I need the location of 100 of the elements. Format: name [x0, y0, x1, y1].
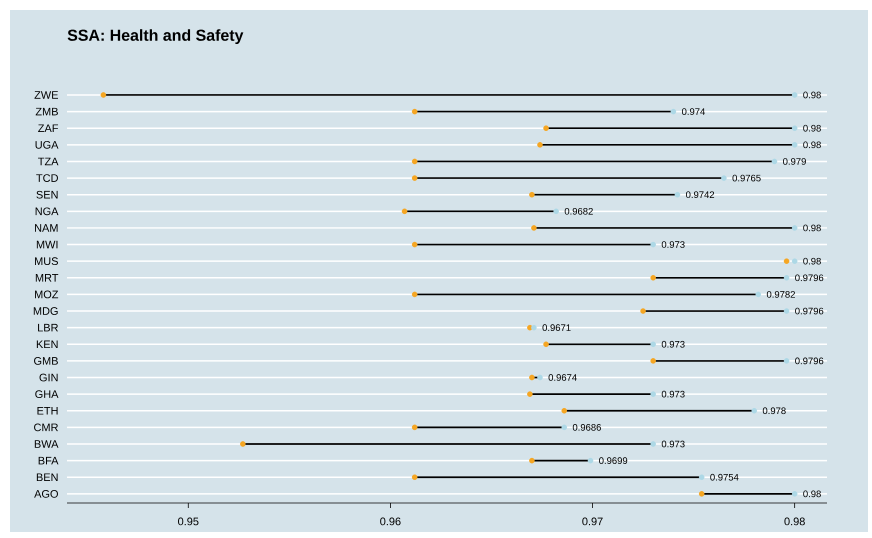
y-tick-label: BFA — [38, 456, 58, 464]
point — [792, 92, 798, 98]
point — [670, 108, 676, 114]
point — [412, 424, 418, 430]
data-label: 0.9796 — [795, 358, 824, 364]
point — [698, 474, 704, 480]
data-label: 0.9686 — [572, 424, 601, 431]
y-tick-label: UGA — [36, 140, 58, 149]
y-tick-label: LBR — [38, 324, 58, 332]
y-tick-label: BEN — [36, 473, 58, 482]
point — [402, 208, 408, 214]
point — [588, 458, 594, 464]
point — [412, 474, 418, 480]
data-label: 0.9765 — [732, 174, 761, 182]
point — [561, 424, 568, 430]
data-label: 0.98 — [803, 224, 821, 232]
y-tick-label: TCD — [36, 174, 58, 182]
data-label: 0.9671 — [542, 324, 571, 332]
point — [412, 292, 418, 298]
data-label: 0.973 — [662, 241, 685, 248]
data-label: 0.98 — [803, 490, 821, 498]
y-tick-label: GIN — [40, 374, 58, 382]
y-tick-label: GHA — [35, 390, 58, 398]
y-tick-label: TZA — [38, 158, 58, 166]
y-tick-label: ZAF — [38, 124, 58, 132]
point — [412, 108, 418, 114]
data-label: 0.98 — [803, 92, 821, 98]
y-tick-label: MUS — [35, 257, 58, 266]
point — [537, 374, 543, 380]
y-tick-label: MWI — [36, 240, 58, 248]
x-tick-label: 0.95 — [178, 518, 198, 526]
y-tick-label: SEN — [36, 190, 58, 199]
data-label: 0.98 — [803, 141, 821, 148]
point — [561, 408, 568, 414]
point — [792, 491, 798, 497]
point — [650, 275, 656, 281]
point — [792, 142, 798, 148]
y-tick-label: CMR — [34, 424, 58, 432]
point — [751, 408, 758, 414]
data-label: 0.9699 — [599, 457, 628, 464]
point — [792, 125, 798, 132]
point — [784, 358, 790, 364]
point — [240, 441, 246, 447]
data-label: 0.9742 — [686, 191, 714, 198]
point — [529, 374, 535, 380]
y-tick-label: MOZ — [35, 290, 58, 298]
data-label: 0.974 — [682, 108, 705, 115]
point — [640, 308, 646, 314]
y-tick-label: NAM — [35, 224, 58, 232]
point — [529, 192, 535, 198]
point — [784, 275, 790, 281]
point — [531, 324, 537, 330]
point — [531, 225, 537, 231]
point — [792, 225, 798, 231]
y-tick-label: KEN — [36, 340, 58, 348]
y-tick-label: MDG — [34, 307, 58, 315]
y-tick-label: ZMB — [36, 108, 58, 116]
data-label: 0.9682 — [564, 208, 593, 215]
chart-title: SSA: Health and Safety — [68, 29, 244, 44]
point — [650, 358, 656, 364]
point — [412, 242, 418, 248]
point — [674, 192, 680, 198]
data-label: 0.973 — [662, 390, 685, 398]
point — [100, 92, 106, 98]
x-tick-label: 0.96 — [380, 518, 401, 526]
point — [792, 258, 798, 264]
data-label: 0.978 — [762, 407, 786, 414]
point — [650, 441, 656, 447]
point — [698, 491, 704, 497]
point — [527, 391, 533, 397]
y-tick-label: BWA — [34, 440, 58, 448]
data-label: 0.98 — [803, 258, 821, 265]
x-tick-label: 0.98 — [784, 518, 805, 526]
y-tick-label: ETH — [37, 407, 58, 415]
data-label: 0.9782 — [766, 291, 795, 298]
data-label: 0.973 — [662, 440, 685, 448]
point — [529, 458, 535, 464]
point — [784, 308, 790, 314]
data-label: 0.973 — [662, 340, 685, 348]
point — [650, 391, 656, 397]
point — [784, 258, 790, 264]
data-label: 0.98 — [803, 124, 821, 132]
y-tick-label: GMB — [34, 357, 58, 365]
point — [650, 242, 656, 248]
data-label: 0.979 — [783, 158, 806, 165]
point — [412, 158, 418, 164]
point — [543, 341, 549, 348]
y-tick-label: ZWE — [34, 91, 58, 99]
data-label: 0.9796 — [795, 274, 824, 282]
point — [755, 292, 762, 298]
y-tick-label: NGA — [36, 207, 58, 216]
point — [412, 175, 418, 181]
point — [650, 341, 656, 348]
data-label: 0.9674 — [548, 374, 577, 381]
point — [721, 175, 727, 181]
point — [543, 125, 549, 132]
y-tick-label: AGO — [34, 490, 58, 498]
data-label: 0.9754 — [710, 474, 739, 481]
x-tick-label: 0.97 — [582, 518, 603, 526]
point — [553, 208, 559, 214]
